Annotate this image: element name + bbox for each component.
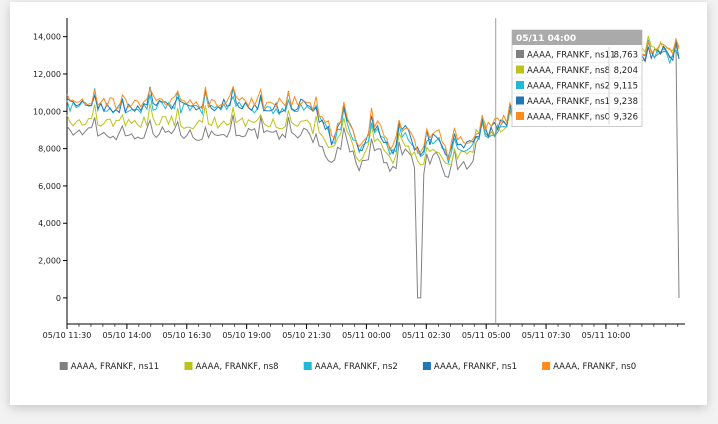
tooltip-series-name: AAAA, FRANKF, ns1 (527, 97, 610, 107)
x-tick-label: 05/11 10:00 (582, 331, 631, 340)
tooltip-series-name: AAAA, FRANKF, ns0 (527, 113, 610, 123)
y-tick-label: 2,000 (38, 257, 61, 266)
legend-label[interactable]: AAAA, FRANKF, ns0 (553, 362, 636, 372)
tooltip-series-value: 8,204 (614, 66, 638, 76)
x-tick-label: 05/10 16:30 (162, 331, 211, 340)
x-tick-label: 05/10 19:00 (222, 331, 271, 340)
x-tick-label: 05/11 05:00 (462, 331, 511, 340)
y-tick-label: 4,000 (38, 219, 61, 228)
legend-label[interactable]: AAAA, FRANKF, ns8 (196, 362, 279, 372)
x-tick-label: 05/10 14:00 (103, 331, 152, 340)
tooltip-series-name: AAAA, FRANKF, ns2 (527, 82, 610, 92)
tooltip-series-value: 8,763 (614, 51, 638, 61)
tooltip-swatch (516, 112, 524, 120)
x-tick-label: 05/11 02:30 (402, 331, 451, 340)
legend-swatch (303, 362, 312, 370)
y-tick-label: 8,000 (38, 145, 61, 154)
tooltip-swatch (516, 50, 524, 58)
legend-label[interactable]: AAAA, FRANKF, ns11 (71, 362, 160, 372)
legend-label[interactable]: AAAA, FRANKF, ns1 (434, 362, 517, 372)
tooltip-series-name: AAAA, FRANKF, ns8 (527, 66, 610, 76)
tooltip-series-value: 9,238 (614, 97, 638, 107)
tooltip-swatch (516, 65, 524, 74)
y-tick-label: 12,000 (33, 70, 61, 79)
tooltip-header (512, 30, 642, 45)
tooltip-series-name: AAAA, FRANKF, ns11 (527, 51, 616, 61)
axes: 0 2,000 4,000 6,000 8,000 10,000 12,000 14,000 0… (33, 18, 685, 340)
tooltip-swatch (516, 81, 524, 89)
legend-label[interactable]: AAAA, FRANKF, ns2 (315, 362, 398, 372)
tooltip-title: 05/11 04:00 (516, 34, 576, 44)
legend-swatch (422, 362, 431, 370)
tooltip-series-value: 9,115 (614, 82, 638, 92)
y-tick-label: 0 (56, 294, 61, 303)
chart-card: 0 2,000 4,000 6,000 8,000 10,000 12,000 14,000 0… (10, 2, 707, 405)
legend-swatch (59, 362, 68, 370)
legend: AAAA, FRANKF, ns11 AAAA, FRANKF, ns8 AAAA,… (59, 362, 636, 372)
y-tick-label: 14,000 (33, 33, 61, 42)
y-tick-label: 6,000 (38, 182, 61, 191)
legend-swatch (542, 362, 551, 370)
tooltip-series-value: 9,326 (614, 113, 638, 123)
x-tick-label: 05/11 00:00 (342, 331, 391, 340)
x-tick-label: 05/10 11:30 (43, 331, 92, 340)
legend-swatch (184, 362, 193, 370)
tooltip-swatch (516, 96, 524, 105)
line-chart[interactable]: 0 2,000 4,000 6,000 8,000 10,000 12,000 14,000 0… (10, 2, 707, 405)
x-tick-label: 05/11 07:30 (522, 331, 571, 340)
y-tick-label: 10,000 (33, 107, 61, 116)
x-tick-label: 05/10 21:30 (282, 331, 331, 340)
